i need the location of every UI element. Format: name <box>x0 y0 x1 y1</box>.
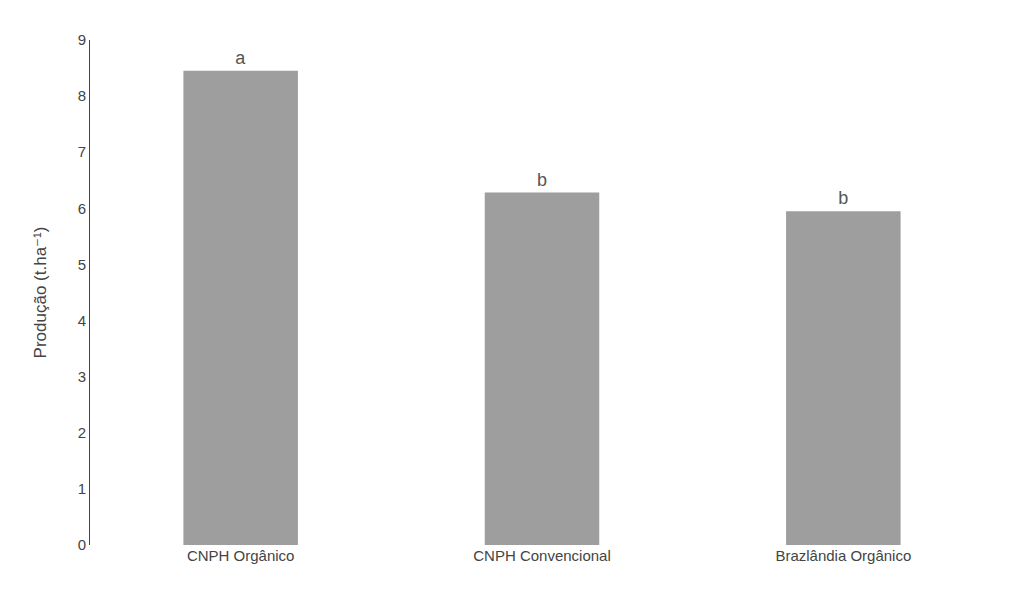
svg-text:0: 0 <box>78 536 86 553</box>
svg-text:7: 7 <box>78 143 86 160</box>
svg-text:6: 6 <box>78 200 86 217</box>
svg-text:5: 5 <box>78 256 86 273</box>
svg-text:CNPH Orgânico: CNPH Orgânico <box>187 547 295 564</box>
svg-text:3: 3 <box>78 368 86 385</box>
svg-text:8: 8 <box>78 87 86 104</box>
svg-text:CNPH Convencional: CNPH Convencional <box>473 547 611 564</box>
svg-text:4: 4 <box>78 312 86 329</box>
svg-text:b: b <box>537 170 547 190</box>
svg-text:Brazlândia Orgânico: Brazlândia Orgânico <box>775 547 911 564</box>
svg-text:b: b <box>838 188 848 208</box>
svg-text:Produção (t.ha⁻¹): Produção (t.ha⁻¹) <box>31 227 50 359</box>
svg-text:2: 2 <box>78 424 86 441</box>
svg-text:9: 9 <box>78 31 86 48</box>
svg-text:1: 1 <box>78 480 86 497</box>
svg-text:a: a <box>235 48 246 68</box>
